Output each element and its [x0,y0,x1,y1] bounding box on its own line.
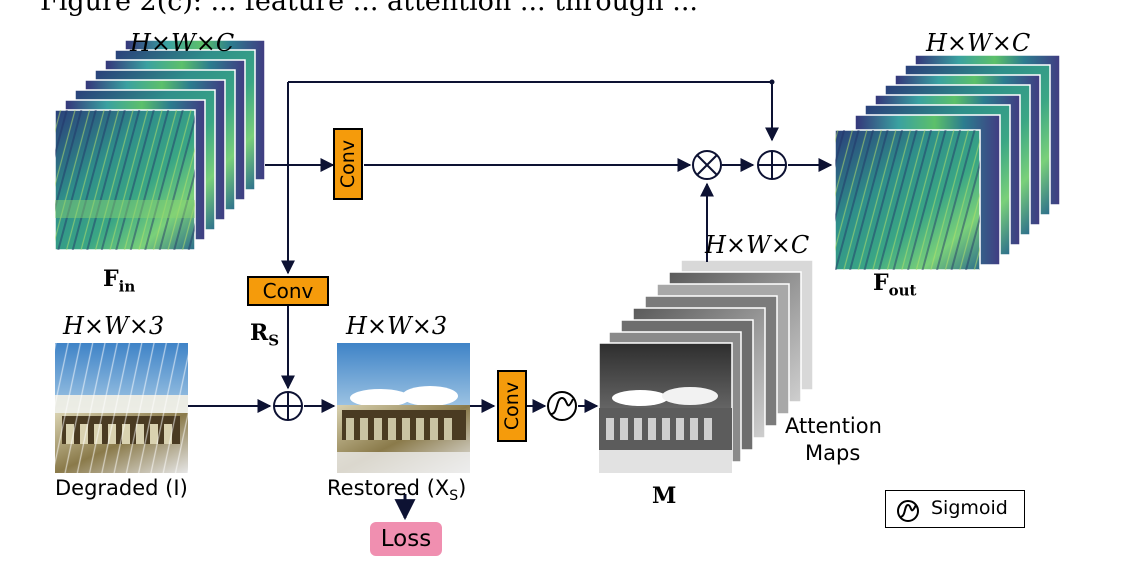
m-label: M [652,483,677,509]
connections [188,79,833,521]
attention-caption: Attention [785,414,882,438]
fout-label: Fout [873,270,917,300]
attention-dimension-label: H×W×C [705,231,810,259]
conv-block-bottom: Conv [497,370,527,442]
fout-dimension-label: H×W×C [926,29,1031,57]
conv-block-top: Conv [333,128,363,200]
degraded-image [55,343,188,473]
fin-label: Fin [103,266,136,296]
maps-caption: Maps [805,441,861,465]
sigmoid-operator-icon [547,391,577,421]
sigmoid-icon [897,500,919,522]
attention-maps-stack [598,259,814,474]
cropped-caption-text: Figure 2(c): ... feature ... attention .… [40,0,698,17]
degraded-caption: Degraded (I) [55,476,188,500]
multiply-operator-icon [692,150,722,180]
loss-block: Loss [370,522,442,556]
add-operator-icon-top [757,150,787,180]
degraded-dimension-label: H×W×3 [63,312,165,340]
conv-block-mid: Conv [247,276,329,306]
sigmoid-legend-label: Sigmoid [931,497,1008,519]
add-operator-icon-bottom [273,391,303,421]
restored-image [337,343,470,473]
fin-dimension-label: H×W×C [130,29,235,57]
sigmoid-legend: Sigmoid [885,490,1025,528]
restored-caption: Restored (XS) [327,476,467,505]
input-feature-stack [54,39,266,251]
restored-dimension-label: H×W×3 [346,312,448,340]
output-feature-stack [834,54,1061,271]
rs-label: RS [250,320,280,350]
